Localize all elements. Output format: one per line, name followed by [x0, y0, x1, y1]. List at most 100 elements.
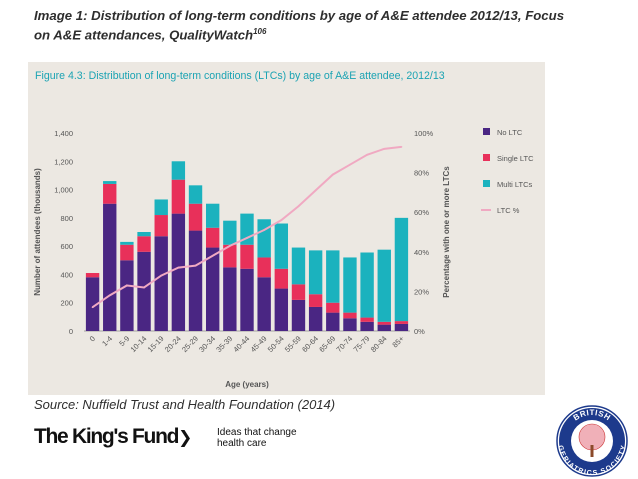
chevron-right-icon: ❯ [178, 428, 192, 447]
ltc-percent-point [263, 229, 266, 231]
bar-segment-multi-ltcs [257, 219, 271, 258]
legend-swatch [483, 180, 490, 187]
x-axis-title: Age (years) [225, 380, 269, 389]
slide-title-line1: Image 1: Distribution of long-term condi… [34, 8, 565, 23]
x-tick-label: 40-44 [231, 334, 251, 354]
y2-tick-label: 40% [414, 248, 429, 257]
ltc-percent-point [314, 189, 317, 192]
bar-segment-no-ltc [343, 318, 357, 331]
ltc-percent-point [194, 264, 197, 267]
ltc-percent-point [400, 145, 403, 148]
ltc-percent-point [160, 274, 163, 277]
kings-fund-logo: The King's Fund❯ [34, 425, 192, 449]
bar-segment-multi-ltcs [377, 249, 391, 322]
bar-segment-no-ltc [377, 324, 391, 331]
bar-segment-single-ltc [308, 294, 323, 307]
bar-segment-single-ltc [120, 244, 134, 261]
x-tick-label: 0 [88, 334, 97, 343]
slide-title: Image 1: Distribution of long-term condi… [34, 8, 624, 43]
bar-segment-multi-ltcs [120, 241, 134, 245]
svg-text:BRITISH: BRITISH [572, 408, 613, 422]
bar-segment-multi-ltcs [291, 247, 306, 285]
ltc-percent-point [228, 244, 231, 247]
bar-segment-no-ltc [120, 260, 134, 331]
bar-segment-no-ltc [326, 312, 340, 331]
ltc-percent-point [108, 294, 111, 297]
y-tick-label: 200 [60, 299, 73, 308]
bar-segment-no-ltc [171, 213, 186, 331]
y-tick-label: 800 [60, 214, 73, 223]
bar-segment-single-ltc [188, 203, 203, 231]
bar-segment-no-ltc [257, 277, 271, 331]
ltc-percent-point [125, 284, 128, 287]
bar-segment-multi-ltcs [274, 223, 289, 269]
y-tick-label: 600 [60, 242, 73, 251]
x-tick-label: 55-59 [283, 334, 303, 354]
bar-segment-no-ltc [308, 306, 323, 331]
ltc-percent-point [280, 219, 283, 222]
x-tick-label: 30-34 [197, 334, 217, 354]
x-tick-label: 60-64 [300, 334, 320, 354]
bar-segment-no-ltc [154, 236, 168, 331]
bar-segment-multi-ltcs [205, 203, 220, 228]
ltc-percent-point [297, 205, 300, 208]
x-tick-label: 70-74 [334, 334, 354, 354]
y2-axis-title: Percentage with one or more LTCs [442, 166, 451, 298]
x-tick-label: 75-79 [352, 334, 372, 354]
bar-segment-no-ltc [394, 323, 409, 331]
y2-tick-label: 60% [414, 208, 429, 217]
x-tick-label: 85+ [390, 334, 406, 350]
y2-tick-label: 20% [414, 287, 429, 296]
bar-segment-multi-ltcs [360, 252, 374, 318]
legend-swatch [483, 154, 490, 161]
bar-segment-multi-ltcs [394, 217, 409, 322]
bar-segment-multi-ltcs [308, 250, 323, 295]
ltc-percent-point [366, 153, 369, 156]
x-tick-label: 65-69 [317, 334, 337, 354]
ltc-percent-point [91, 306, 94, 309]
bar-segment-multi-ltcs [223, 220, 237, 245]
source-note: Source: Nuffield Trust and Health Founda… [34, 397, 336, 412]
ltc-percent-point [246, 237, 248, 239]
x-tick-label: 15-19 [146, 334, 166, 354]
ltc-percent-point [349, 163, 351, 166]
x-tick-label: 80-84 [369, 334, 389, 354]
y2-tick-label: 0% [414, 327, 425, 336]
x-tick-label: 25-29 [180, 334, 200, 354]
bar-segment-multi-ltcs [137, 232, 151, 237]
bar-segment-multi-ltcs [103, 181, 117, 184]
bar-segment-single-ltc [240, 244, 254, 269]
bar-segment-single-ltc [171, 179, 186, 214]
bar-segment-single-ltc [85, 273, 100, 278]
slide-title-line2: on A&E attendances, QualityWatch [34, 27, 254, 43]
bar-segment-single-ltc [103, 183, 117, 204]
x-tick-label: 10-14 [129, 334, 149, 354]
kings-fund-tagline: Ideas that change health care [217, 427, 337, 449]
y-tick-label: 400 [60, 270, 73, 279]
bar-segment-multi-ltcs [188, 185, 203, 204]
x-tick-label: 35-39 [214, 334, 234, 354]
ltc-chart: Figure 4.3: Distribution of long-term co… [33, 70, 534, 389]
bar-segment-no-ltc [360, 321, 374, 331]
y2-tick-label: 100% [414, 129, 434, 138]
bar-segment-multi-ltcs [154, 199, 168, 216]
bar-segment-multi-ltcs [326, 250, 340, 303]
y-tick-label: 1,200 [54, 157, 73, 166]
bar-segment-multi-ltcs [343, 257, 357, 313]
legend-label: No LTC [497, 128, 523, 137]
y-tick-label: 1,000 [54, 186, 73, 195]
bar-segment-no-ltc [137, 251, 151, 331]
tagline-line1: Ideas that change [217, 427, 297, 438]
x-tick-label: 45-49 [249, 334, 269, 354]
bar-segment-no-ltc [291, 299, 306, 331]
bar-segment-single-ltc [223, 244, 237, 268]
tagline-line2: health care [217, 438, 267, 449]
bar-segment-no-ltc [205, 247, 220, 331]
legend-label: Single LTC [497, 154, 534, 163]
bar-segment-single-ltc [137, 236, 151, 252]
y-tick-label: 1,400 [54, 129, 73, 138]
bar-segment-single-ltc [274, 268, 289, 289]
title-reference: 106 [253, 27, 267, 36]
bar-segment-no-ltc [85, 277, 100, 331]
bar-segment-single-ltc [257, 257, 271, 278]
